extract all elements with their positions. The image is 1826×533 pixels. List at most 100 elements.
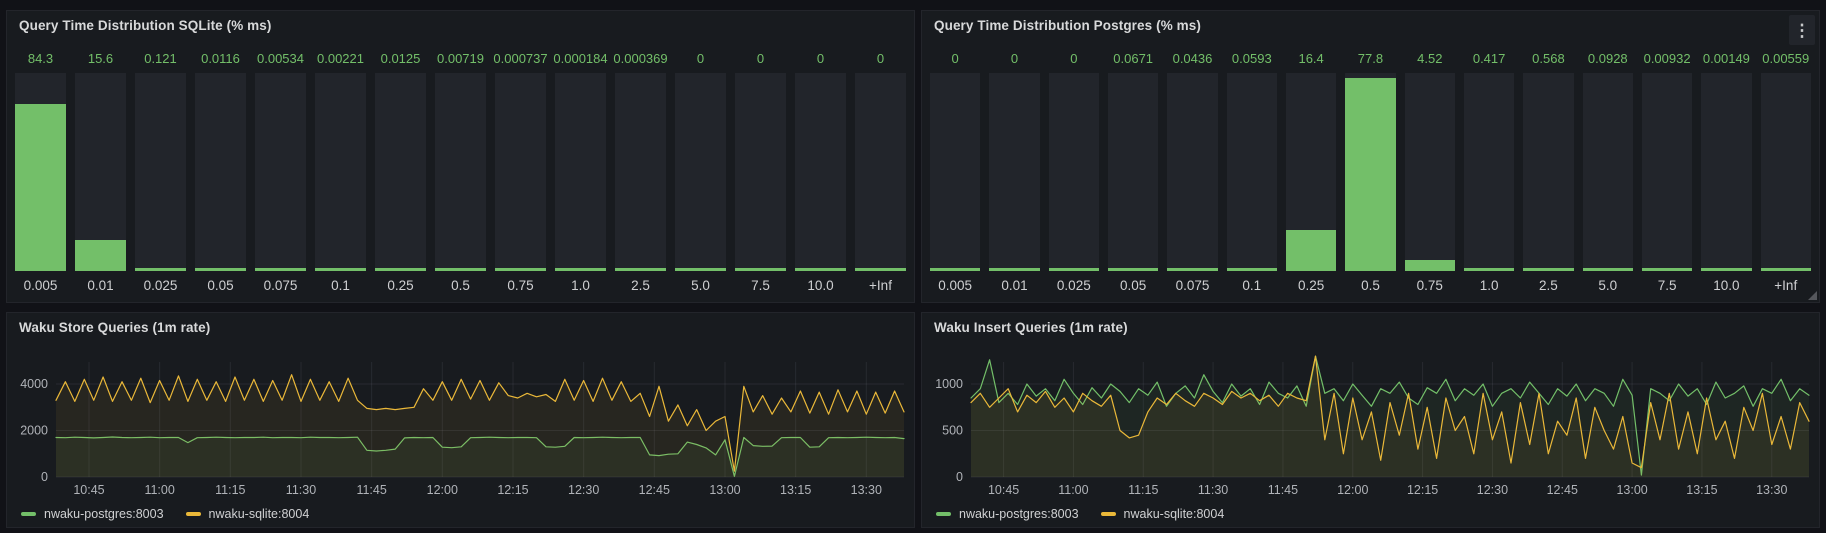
- bucket-label: 0.5: [1361, 278, 1380, 293]
- bucket-bar: [1641, 73, 1693, 271]
- histogram-bucket: 0.0125 0.25: [375, 43, 426, 294]
- histogram-bucket: 0.417 1.0: [1463, 43, 1515, 294]
- histogram-bucket: 0.0671 0.05: [1107, 43, 1159, 294]
- bucket-label: 10.0: [1713, 278, 1740, 293]
- bucket-bar: [1463, 73, 1515, 271]
- panel-title-waku-insert-queries[interactable]: Waku Insert Queries (1m rate): [934, 320, 1128, 335]
- bucket-label: 0.005: [938, 278, 973, 293]
- bucket-bar: [1107, 73, 1159, 271]
- legend-item[interactable]: nwaku-sqlite:8004: [185, 507, 309, 521]
- bucket-label: 0.25: [387, 278, 414, 293]
- bucket-value: 0.0671: [1113, 50, 1154, 66]
- bucket-value: 0.00221: [317, 50, 364, 66]
- panel-waku-insert-queries: Waku Insert Queries (1m rate) 10:45 11:00…: [921, 312, 1820, 528]
- bucket-label: 10.0: [807, 278, 834, 293]
- bucket-label: 1.0: [571, 278, 590, 293]
- series-area: [971, 356, 1809, 477]
- bucket-value: 0.0928: [1587, 50, 1628, 66]
- histogram-bucket: 0 5.0: [675, 43, 726, 294]
- x-axis-tick-label: 13:30: [1756, 483, 1787, 497]
- bucket-bar: [1523, 73, 1574, 271]
- x-axis-tick-label: 12:00: [1337, 483, 1368, 497]
- bucket-value: 0: [951, 50, 959, 66]
- bucket-bar: [555, 73, 606, 271]
- bucket-label: 0.075: [263, 278, 298, 293]
- histogram-bucket: 84.3 0.005: [15, 43, 66, 294]
- insert-plot: 10:45 11:00 11:15 11:30 11:45 12:00 12:15 12:30…: [935, 355, 1810, 497]
- histogram-bucket: 0.00534 0.075: [255, 43, 306, 294]
- legend: nwaku-postgres:8003 nwaku-sqlite:8004: [21, 507, 309, 521]
- x-axis-tick-label: 12:45: [639, 483, 670, 497]
- y-axis-tick-label: 0: [41, 470, 48, 484]
- y-axis-tick-label: 1000: [935, 377, 963, 391]
- bucket-value: 77.8: [1357, 50, 1384, 66]
- panel-title-query-time-postgres[interactable]: Query Time Distribution Postgres (% ms): [934, 18, 1201, 33]
- legend-series-label: nwaku-postgres:8003: [44, 507, 164, 521]
- x-axis-tick-label: 11:15: [215, 483, 245, 497]
- histogram-bucket: 77.8 0.5: [1345, 43, 1396, 294]
- x-axis-tick-label: 11:00: [144, 483, 174, 497]
- bucket-value: 0.000369: [613, 50, 668, 66]
- series-line: [970, 355, 1810, 476]
- histogram-bucket: 0 10.0: [795, 43, 846, 294]
- bucket-value: 84.3: [27, 50, 54, 66]
- x-axis-tick-label: 12:45: [1547, 483, 1578, 497]
- panel-title-waku-store-queries[interactable]: Waku Store Queries (1m rate): [19, 320, 211, 335]
- histogram-bucket: 0.0593 0.1: [1226, 43, 1277, 294]
- bucket-bar: [15, 73, 66, 271]
- series-line: [55, 436, 905, 477]
- bucket-label: 5.0: [691, 278, 710, 293]
- histogram-bucket: 0.00719 0.5: [435, 43, 486, 294]
- bucket-value: 0.568: [1532, 50, 1565, 66]
- bucket-bar: [1285, 73, 1337, 271]
- x-axis-tick-label: 13:00: [1616, 483, 1647, 497]
- histogram-bucket: 0.00149 10.0: [1701, 43, 1752, 294]
- y-axis-tick-label: 500: [942, 424, 963, 438]
- x-axis-tick-label: 12:15: [497, 483, 528, 497]
- bucket-bar: [1226, 73, 1277, 271]
- legend-item[interactable]: nwaku-postgres:8003: [936, 507, 1079, 521]
- panel-title-query-time-sqlite[interactable]: Query Time Distribution SQLite (% ms): [19, 18, 272, 33]
- x-axis-tick-label: 13:00: [709, 483, 740, 497]
- bucket-bar: [1048, 73, 1099, 271]
- x-axis-tick-label: 12:00: [427, 483, 458, 497]
- series-area: [971, 356, 1809, 477]
- bucket-value: 0.00149: [1702, 50, 1750, 66]
- bucket-bar: [75, 73, 126, 271]
- bucket-label: 0.025: [143, 278, 178, 293]
- x-axis-tick-label: 11:45: [356, 483, 386, 497]
- legend-item[interactable]: nwaku-sqlite:8004: [1100, 507, 1224, 521]
- bucket-label: 5.0: [1598, 278, 1618, 293]
- bucket-label: 0.1: [331, 278, 350, 293]
- kebab-menu-icon[interactable]: ⋮: [1789, 15, 1815, 45]
- bucket-bar: [1760, 73, 1811, 271]
- x-axis-tick-label: 10:45: [988, 483, 1019, 497]
- histogram-bucket: 4.52 0.75: [1404, 43, 1455, 294]
- x-axis-tick-label: 11:15: [1128, 483, 1158, 497]
- legend-item[interactable]: nwaku-postgres:8003: [21, 507, 164, 521]
- resize-handle-icon[interactable]: [1808, 291, 1817, 300]
- series-line: [970, 355, 1810, 469]
- bucket-value: 0.00534: [257, 50, 304, 66]
- store-queries-chart: 10:45 11:00 11:15 11:30 11:45 12:00 12:15 12:30…: [7, 343, 914, 527]
- bucket-label: 0.01: [1001, 278, 1028, 293]
- bucket-bar: [495, 73, 546, 271]
- histogram-bucket: 0.121 0.025: [135, 43, 186, 294]
- bucket-value: 0.000737: [493, 50, 548, 66]
- bucket-label: +Inf: [1774, 278, 1798, 293]
- bucket-bar: [795, 73, 846, 271]
- series-area: [56, 437, 904, 477]
- histogram-postgres: 0 0.005 0 0.01 0 0.025 0.0671 0.05 0.0436 0.075 0.…: [930, 43, 1811, 294]
- legend-series-swatch: [1100, 512, 1116, 516]
- x-axis-tick-label: 13:30: [851, 483, 882, 497]
- bucket-value: 0.417: [1472, 50, 1506, 66]
- bucket-bar: [1582, 73, 1633, 271]
- y-axis-tick-label: 0: [956, 470, 963, 484]
- bucket-value: 15.6: [87, 50, 114, 66]
- x-axis-tick-label: 11:30: [286, 483, 316, 497]
- bucket-bar: [375, 73, 426, 271]
- bucket-value: 0: [1070, 50, 1078, 66]
- series-line: [55, 374, 905, 472]
- bucket-bar: [195, 73, 246, 271]
- x-axis-tick-label: 12:15: [1407, 483, 1438, 497]
